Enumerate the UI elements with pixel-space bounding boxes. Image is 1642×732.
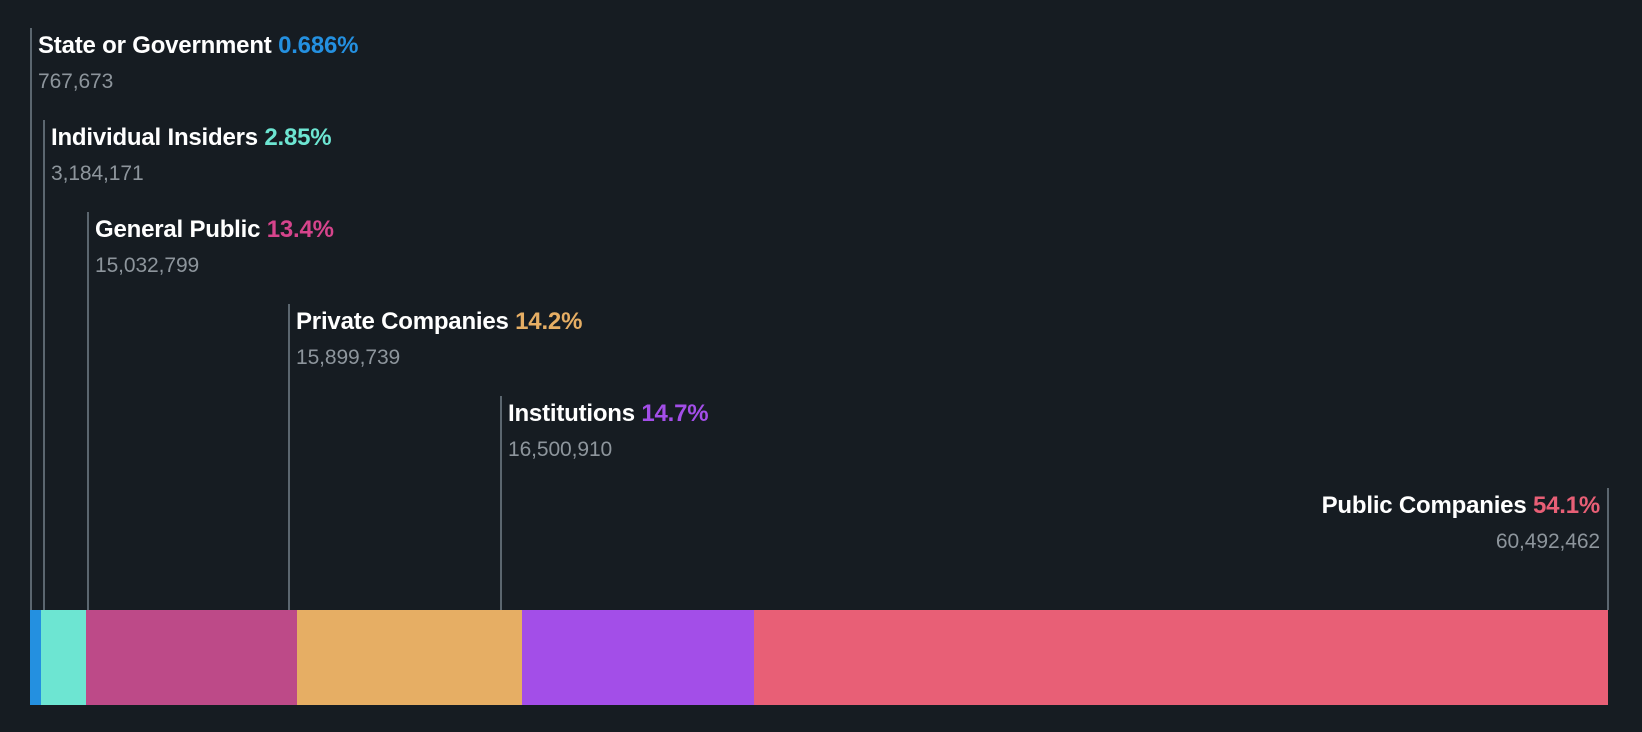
segment-shares: 767,673 xyxy=(38,70,114,93)
bar-segment-state-or-government[interactable] xyxy=(30,610,41,705)
bar-segment-general-public[interactable] xyxy=(85,610,298,705)
segment-percent: 54.1% xyxy=(1532,492,1600,519)
leader-line-individual-insiders xyxy=(43,120,45,610)
callout-title-row: Institutions 14.7% xyxy=(508,400,709,427)
segment-shares: 15,899,739 xyxy=(296,346,401,369)
segment-label: Individual Insiders xyxy=(51,124,258,151)
stacked-bar xyxy=(30,610,1608,705)
segment-percent: 14.2% xyxy=(515,308,583,335)
leader-line-general-public xyxy=(87,212,89,610)
segment-label: General Public xyxy=(95,216,261,243)
segment-shares: 15,032,799 xyxy=(95,254,200,277)
leader-line-institutions xyxy=(500,396,502,610)
segment-percent: 0.686% xyxy=(278,32,359,59)
bar-segment-individual-insiders[interactable] xyxy=(40,610,86,705)
segment-percent: 14.7% xyxy=(641,400,709,427)
segment-shares: 3,184,171 xyxy=(51,162,144,185)
leader-line-private-companies xyxy=(288,304,290,610)
callout-title-row: Individual Insiders 2.85% xyxy=(51,124,332,151)
segment-label: State or Government xyxy=(38,32,272,59)
callout-individual-insiders[interactable]: Individual Insiders 2.85% 3,184,171 xyxy=(51,124,332,185)
callout-general-public[interactable]: General Public 13.4% 15,032,799 xyxy=(95,218,334,277)
callout-title-row: Private Companies 14.2% xyxy=(296,310,582,334)
segment-shares: 60,492,462 xyxy=(1495,530,1600,553)
callout-state-or-government[interactable]: State or Government 0.686% 767,673 xyxy=(38,34,358,93)
callout-public-companies[interactable]: Public Companies 54.1% 60,492,462 xyxy=(1321,492,1601,553)
segment-label: Public Companies xyxy=(1321,492,1527,519)
segment-shares: 16,500,910 xyxy=(508,438,613,461)
segment-percent: 13.4% xyxy=(266,216,334,243)
leader-line-public-companies xyxy=(1607,488,1609,610)
segment-label: Private Companies xyxy=(296,308,509,335)
segment-label: Institutions xyxy=(508,400,635,427)
callout-title-row: General Public 13.4% xyxy=(95,218,334,242)
callout-private-companies[interactable]: Private Companies 14.2% 15,899,739 xyxy=(296,310,582,369)
bar-segment-public-companies[interactable] xyxy=(753,610,1608,705)
callout-title-row: Public Companies 54.1% xyxy=(1321,492,1601,519)
bar-segment-private-companies[interactable] xyxy=(297,610,522,705)
leader-line-state-or-government xyxy=(30,28,32,610)
callout-title-row: State or Government 0.686% xyxy=(38,34,358,58)
callout-institutions[interactable]: Institutions 14.7% 16,500,910 xyxy=(508,400,709,461)
segment-percent: 2.85% xyxy=(264,124,332,151)
bar-segment-institutions[interactable] xyxy=(521,610,754,705)
